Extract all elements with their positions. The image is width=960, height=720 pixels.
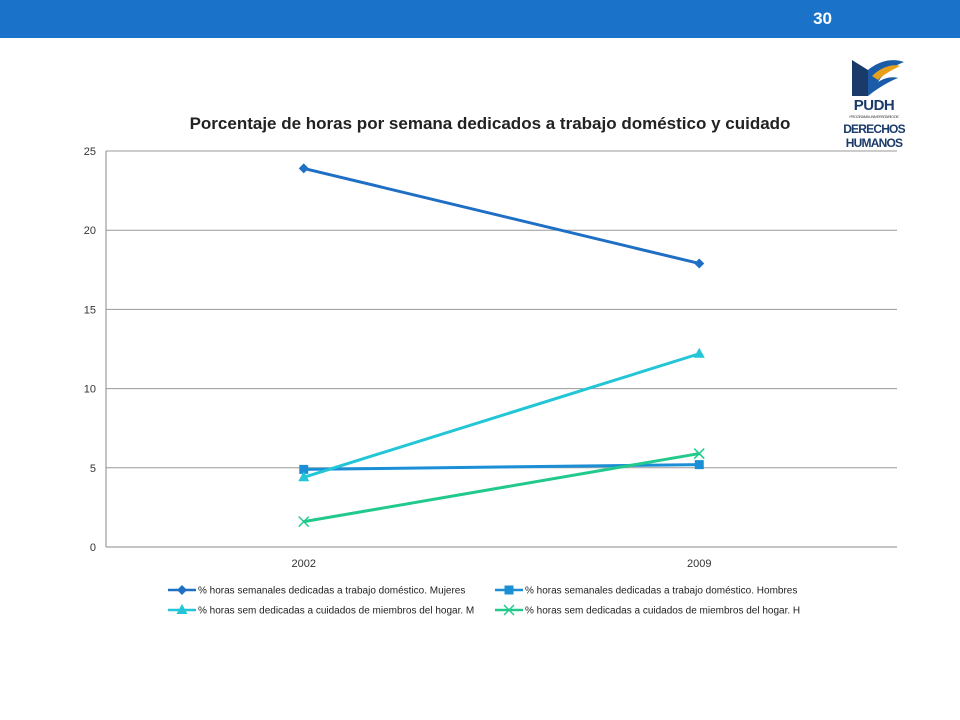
legend-swatch-marker bbox=[177, 585, 187, 595]
data-point bbox=[299, 464, 309, 474]
y-tick-label: 5 bbox=[90, 463, 96, 475]
legend-swatch-marker bbox=[503, 604, 515, 616]
data-point bbox=[298, 516, 310, 528]
legend-entry: % horas semanales dedicadas a trabajo do… bbox=[168, 585, 465, 597]
legend-entry: % horas sem dedicadas a cuidados de miem… bbox=[495, 604, 800, 617]
chart-legend: % horas semanales dedicadas a trabajo do… bbox=[168, 585, 800, 617]
page-number: 30 bbox=[813, 9, 832, 28]
series-4 bbox=[298, 448, 705, 528]
legend-entry: % horas semanales dedicadas a trabajo do… bbox=[495, 585, 797, 597]
logo-subtitle: PROGRAMA UNIVERSITARIO DE bbox=[849, 114, 899, 119]
series-line bbox=[303, 463, 700, 471]
data-point bbox=[298, 471, 310, 482]
legend-label: % horas semanales dedicadas a trabajo do… bbox=[525, 586, 797, 597]
data-point bbox=[693, 448, 705, 460]
pudh-logo: PUDH PROGRAMA UNIVERSITARIO DE DERECHOS … bbox=[838, 56, 910, 154]
y-tick-label: 10 bbox=[84, 384, 96, 396]
y-axis-ticks: 0 5 10 15 20 25 bbox=[84, 146, 96, 554]
y-tick-label: 25 bbox=[84, 146, 96, 158]
series-line bbox=[303, 166, 700, 265]
legend-swatch-marker bbox=[176, 604, 188, 614]
pudh-bird-icon bbox=[852, 60, 904, 96]
legend-entry: % horas sem dedicadas a cuidados de miem… bbox=[168, 604, 474, 617]
logo-derechos: DERECHOS bbox=[843, 122, 905, 136]
y-tick-label: 20 bbox=[84, 225, 96, 237]
data-point bbox=[694, 460, 704, 470]
data-point bbox=[693, 347, 705, 358]
x-tick-label: 2002 bbox=[292, 558, 316, 570]
series-line bbox=[303, 352, 700, 479]
chart-title: Porcentaje de horas por semana dedicados… bbox=[189, 114, 791, 133]
logo-title: PUDH bbox=[853, 97, 895, 114]
legend-label: % horas semanales dedicadas a trabajo do… bbox=[198, 586, 465, 597]
chart-series bbox=[298, 163, 705, 528]
series-line bbox=[303, 452, 700, 524]
series-1 bbox=[298, 163, 705, 269]
series-3 bbox=[298, 347, 705, 482]
x-tick-label: 2009 bbox=[687, 558, 711, 570]
y-tick-label: 15 bbox=[84, 304, 96, 316]
top-banner: 30 bbox=[0, 0, 960, 38]
data-point bbox=[694, 258, 705, 269]
y-tick-label: 0 bbox=[90, 542, 96, 554]
legend-label: % horas sem dedicadas a cuidados de miem… bbox=[525, 606, 800, 617]
x-axis-ticks: 2002 2009 bbox=[292, 558, 712, 570]
legend-swatch-marker bbox=[504, 585, 514, 595]
logo-humanos: HUMANOS bbox=[845, 136, 903, 150]
data-point bbox=[298, 163, 309, 174]
legend-label: % horas sem dedicadas a cuidados de miem… bbox=[198, 606, 474, 617]
